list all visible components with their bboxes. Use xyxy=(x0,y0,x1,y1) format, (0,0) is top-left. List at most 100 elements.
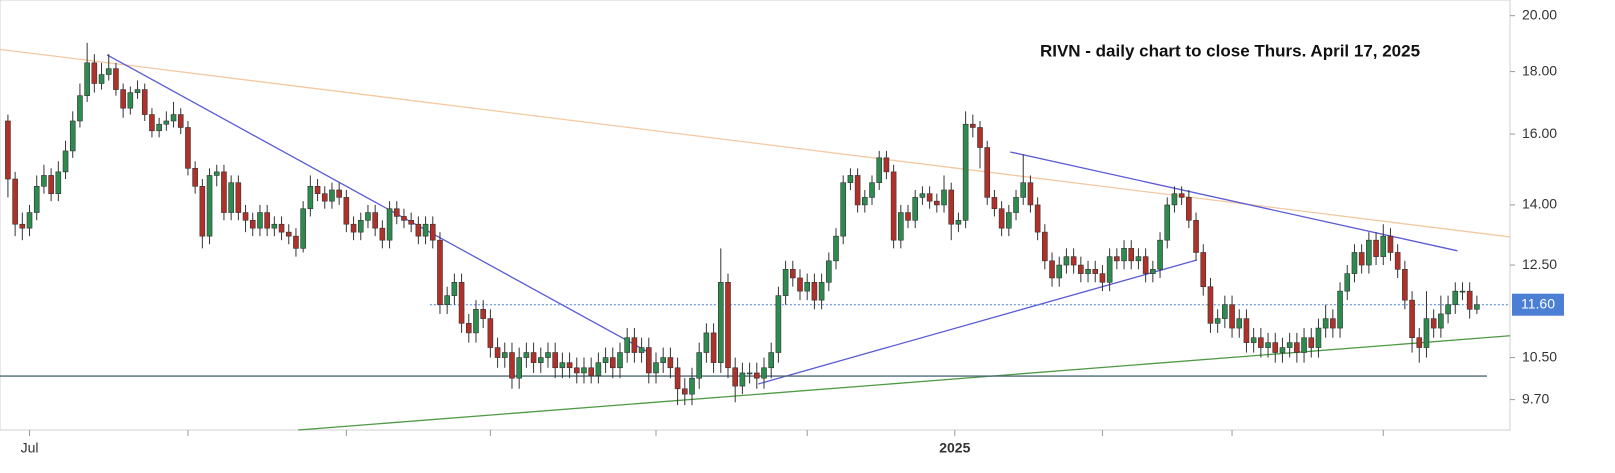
candle-body xyxy=(1474,304,1480,310)
candle-body xyxy=(1092,269,1099,274)
candle-body xyxy=(790,269,796,279)
y-tick-label: 20.00 xyxy=(1522,6,1557,22)
candle-body xyxy=(847,175,854,183)
candle-body xyxy=(681,388,688,395)
candle-body xyxy=(62,150,69,173)
candle-body xyxy=(602,357,609,363)
candle-body xyxy=(444,295,450,306)
candle-body xyxy=(19,223,26,229)
candle-body xyxy=(350,223,357,233)
candle-body xyxy=(573,367,580,374)
candle-body xyxy=(185,127,191,169)
trend-line xyxy=(758,259,1197,385)
candle-body xyxy=(1178,193,1185,198)
candle-body xyxy=(926,193,933,202)
candle-body xyxy=(1229,304,1235,329)
candle-body xyxy=(703,332,710,353)
candle-body xyxy=(365,212,371,221)
candle-body xyxy=(775,295,782,353)
candle-body xyxy=(1049,260,1055,279)
candle-body xyxy=(739,372,746,387)
candle-body xyxy=(941,189,947,206)
candle-body xyxy=(307,186,314,210)
candle-body xyxy=(1430,318,1437,329)
candle-body xyxy=(501,352,508,358)
candle-body xyxy=(386,208,393,241)
candle-body xyxy=(1452,290,1459,306)
candle-body xyxy=(1150,269,1156,274)
candle-body xyxy=(840,182,847,237)
candle-body xyxy=(1416,337,1423,348)
candle-body xyxy=(854,175,861,206)
candle-body xyxy=(134,89,141,93)
candle-body xyxy=(1106,256,1113,283)
trend-line xyxy=(106,54,649,353)
candle-body xyxy=(609,357,616,369)
plot-area xyxy=(0,0,1511,431)
candle-body xyxy=(797,277,803,292)
candle-body xyxy=(84,62,90,97)
candle-body xyxy=(537,357,544,363)
candle-body xyxy=(1387,235,1394,253)
candle-body xyxy=(228,182,234,213)
candle-body xyxy=(1236,318,1243,329)
candle-body xyxy=(1459,290,1466,293)
y-tick-label: 10.50 xyxy=(1522,348,1557,364)
candle-body xyxy=(1445,304,1451,315)
candle-body xyxy=(300,208,306,249)
candle-body xyxy=(1308,337,1315,348)
candle-body xyxy=(617,352,623,369)
candle-body xyxy=(984,147,991,198)
candle-body xyxy=(970,123,976,128)
candle-body xyxy=(818,282,825,301)
candle-body xyxy=(1301,337,1307,353)
candle-body xyxy=(1121,248,1127,262)
candle-body xyxy=(912,197,919,221)
candle-body xyxy=(278,223,285,233)
candle-body xyxy=(1128,248,1135,262)
candle-body xyxy=(689,377,695,395)
candle-body xyxy=(1366,239,1372,266)
candle-body xyxy=(1272,342,1279,353)
candle-body xyxy=(1294,342,1300,353)
candle-body xyxy=(163,120,170,125)
candle-body xyxy=(631,337,638,353)
candle-body xyxy=(1351,252,1358,274)
candle-body xyxy=(1402,269,1408,301)
candle-body xyxy=(804,282,811,292)
candle-body xyxy=(26,212,33,229)
candle-body xyxy=(465,323,472,334)
candle-body xyxy=(1409,299,1415,339)
candle-body xyxy=(653,362,659,374)
candle-body xyxy=(732,367,738,387)
candle-body xyxy=(213,171,220,176)
candle-body xyxy=(285,231,292,237)
candle-body xyxy=(257,212,263,229)
candle-body xyxy=(717,282,724,363)
candle-body xyxy=(1466,290,1473,310)
candle-body xyxy=(581,367,587,374)
candle-body xyxy=(645,347,652,374)
candle-body xyxy=(1200,252,1207,288)
last-price-label: 11.60 xyxy=(1521,295,1555,311)
candle-body xyxy=(624,337,630,353)
candle-body xyxy=(12,178,18,225)
candle-body xyxy=(1006,212,1012,229)
x-tick-label: Jul xyxy=(21,440,39,456)
candle-body xyxy=(149,114,155,132)
candle-body xyxy=(437,239,443,306)
candle-body xyxy=(329,189,335,202)
last-price-box xyxy=(1512,293,1564,316)
candle-body xyxy=(41,175,47,187)
candle-body xyxy=(321,193,328,202)
candle-body xyxy=(1063,256,1070,266)
candle-body xyxy=(710,332,717,363)
candle-body xyxy=(890,171,897,241)
candle-body xyxy=(1027,182,1034,206)
candle-body xyxy=(667,357,674,369)
candle-body xyxy=(1423,318,1430,348)
candle-body xyxy=(746,372,753,375)
candle-body xyxy=(977,127,983,148)
candle-body xyxy=(91,62,98,84)
